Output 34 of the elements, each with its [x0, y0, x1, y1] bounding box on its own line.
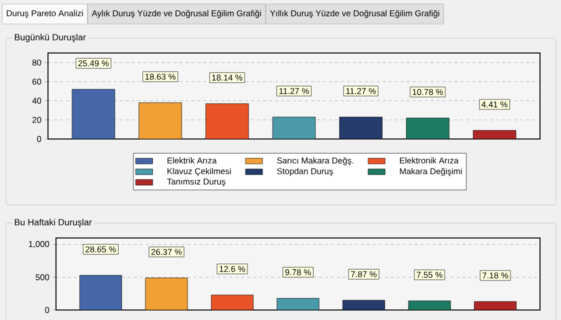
annotation: 7.18 %: [482, 272, 508, 278]
annotation: 18.63 %: [145, 74, 176, 80]
annotation: 10.78 %: [412, 88, 443, 95]
text: Duruş Pareto Analizi: [6, 10, 83, 18]
y-tick-label: 0: [37, 136, 42, 142]
legend-label: Tanımsız Duruş: [167, 178, 226, 186]
annotation: 12.6 %: [220, 266, 246, 272]
annotation: 11.27 %: [346, 88, 376, 94]
text: Yıllık Duruş Yüzde ve Doğrusal Eğilim Grafiği: [270, 10, 440, 18]
annotation: 7.87 %: [351, 271, 377, 278]
annotation: 28.65 %: [86, 246, 116, 252]
y-tick-label: 40: [32, 98, 42, 104]
y-tick-label: 60: [32, 78, 42, 85]
legend-label: Klavuz Çekilmesi: [168, 168, 231, 176]
legend-label: Elektronik Arıza: [400, 157, 459, 164]
legend-label: Elektrik Arıza: [168, 157, 217, 164]
annotation: 11.27 %: [279, 88, 309, 94]
legend-label: Stopdan Duruş: [277, 168, 333, 176]
y-tick-label: 0: [45, 307, 50, 313]
annotation: 7.55 %: [416, 272, 442, 278]
chart-title: Bugünkü Duruşlar: [14, 34, 86, 42]
annotation: 25.49 %: [78, 60, 109, 66]
annotation: 18.14 %: [212, 74, 242, 81]
text: Aylık Duruş Yüzde ve Doğrusal Eğilim Grafiği: [92, 10, 261, 18]
y-tick-label: 1,000: [28, 241, 50, 248]
annotation: 4.41 %: [482, 101, 508, 108]
y-tick-label: 80: [32, 60, 42, 66]
chart-title: Bu Haftaki Duruşlar: [14, 218, 92, 228]
y-tick-label: 20: [32, 116, 42, 123]
annotation: 9.78 %: [285, 269, 311, 276]
legend-label: Sarıcı Makara Değş.: [277, 157, 354, 166]
y-tick-label: 500: [36, 274, 50, 280]
legend-label: Makara Değişimi: [400, 168, 462, 176]
annotation: 26.37 %: [151, 248, 182, 255]
